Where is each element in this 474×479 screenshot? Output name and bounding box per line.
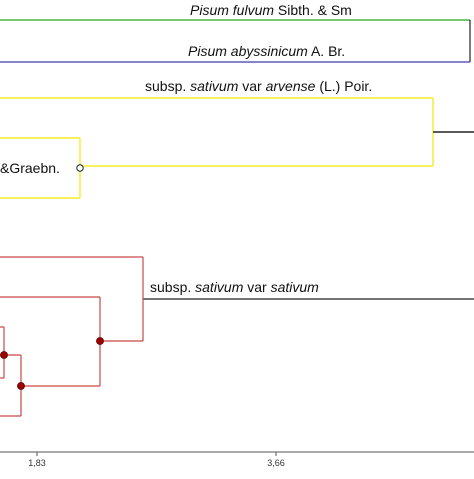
label-graebn: &Graebn.: [0, 160, 60, 176]
label-abyssinicum-genus: Pisum: [188, 43, 227, 59]
label-fulvum-epithet: fulvum: [233, 2, 275, 18]
label-fulvum-genus: Pisum: [190, 2, 229, 18]
label-arvense-author: (L.) Poir.: [319, 78, 372, 94]
label-arvense: subsp. sativum var arvense (L.) Poir.: [145, 78, 372, 94]
label-fulvum-author: Sibth. & Sm: [278, 2, 352, 18]
node-sativum: [96, 337, 104, 345]
label-sativum-var: sativum: [271, 279, 320, 295]
label-abyssinicum-epithet: abyssinicum: [231, 43, 308, 59]
label-sativum: subsp. sativum var sativum: [150, 279, 319, 295]
x-tick-label-0: 1,83: [28, 458, 46, 468]
label-abyssinicum: Pisum abyssinicum A. Br.: [188, 43, 345, 59]
x-axis-ticks: 1,83 3,66: [28, 452, 285, 468]
label-arvense-prefix: subsp.: [145, 78, 186, 94]
label-sativum-mid: var: [247, 279, 267, 295]
x-axis: 1,83 3,66: [0, 451, 474, 468]
label-sativum-subsp: sativum: [195, 279, 244, 295]
label-abyssinicum-author: A. Br.: [311, 43, 345, 59]
x-tick-label-1: 3,66: [267, 458, 285, 468]
label-sativum-prefix: subsp.: [150, 279, 191, 295]
node-graebn: [76, 164, 84, 172]
clade-fulvum: [0, 19, 471, 62]
label-arvense-subsp: sativum: [190, 78, 239, 94]
node-small: [0, 351, 8, 359]
label-fulvum: Pisum fulvum Sibth. & Sm: [190, 2, 352, 18]
label-arvense-mid: var: [242, 78, 262, 94]
clade-arvense: [0, 97, 474, 199]
node-lower: [17, 382, 25, 390]
label-arvense-var: arvense: [266, 78, 316, 94]
